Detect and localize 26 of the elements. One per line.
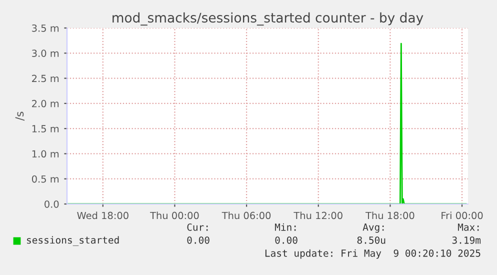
text: 8.50u	[357, 236, 386, 244]
text: Last update: Fri May 9 00:20:10 2025	[265, 249, 480, 259]
x-tick-label: Wed 18:00	[77, 212, 128, 220]
text: 3.19m	[452, 236, 481, 244]
x-tick-label: Thu 12:00	[294, 212, 342, 220]
text: 0.00	[275, 236, 298, 244]
x-tick-label: Thu 00:00	[150, 212, 199, 220]
x-tick-label: Fri 00:00	[442, 212, 483, 220]
y-tick-label: 2.5 m	[32, 74, 59, 82]
y-tick-label: 3.5 m	[32, 24, 59, 32]
y-tick-label: 2.0 m	[32, 100, 59, 108]
y-tick-label: 1.5 m	[32, 125, 59, 132]
legend-label: sessions_started	[27, 236, 119, 246]
y-tick-label: 0.5 m	[32, 175, 59, 183]
y-axis-title: /s	[15, 112, 25, 121]
text: 0.00	[187, 236, 210, 244]
text: Avg:	[362, 224, 384, 233]
y-tick-label: 3.0 m	[32, 50, 59, 57]
text: Cur:	[187, 223, 208, 231]
x-tick-label: Thu 18:00	[365, 212, 414, 220]
y-tick-label: 0.0	[44, 200, 59, 208]
text: Min:	[274, 223, 296, 231]
x-tick-label: Thu 06:00	[222, 212, 271, 220]
text: Max:	[458, 224, 479, 231]
y-tick-label: 1.0 m	[32, 150, 59, 158]
chart-title: mod_smacks/sessions_started counter - by day	[112, 12, 424, 26]
